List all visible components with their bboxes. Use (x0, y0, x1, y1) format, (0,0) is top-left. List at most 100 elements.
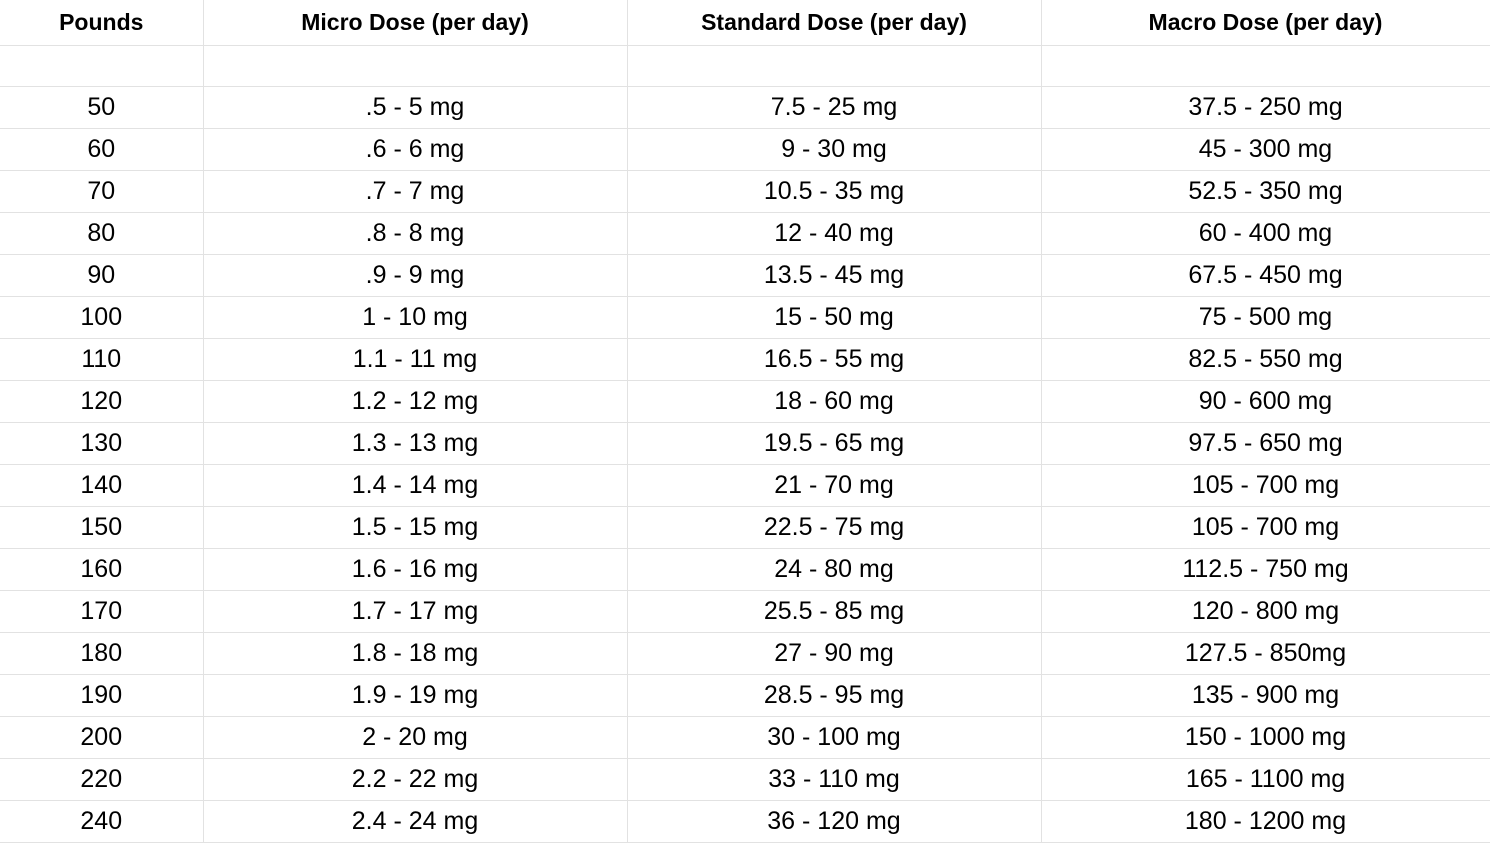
cell-macro-dose[interactable]: 120 - 800 mg (1041, 590, 1490, 633)
header-pounds[interactable]: Pounds (0, 0, 204, 46)
cell-pounds[interactable]: 90 (0, 254, 204, 297)
cell-macro-dose[interactable]: 37.5 - 250 mg (1041, 86, 1490, 129)
cell-macro-dose[interactable]: 97.5 - 650 mg (1041, 422, 1490, 465)
header-standard-dose[interactable]: Standard Dose (per day) (627, 0, 1042, 46)
header-micro-dose[interactable]: Micro Dose (per day) (203, 0, 628, 46)
header-row: Pounds Micro Dose (per day) Standard Dos… (0, 0, 1490, 46)
cell-macro-dose[interactable]: 180 - 1200 mg (1041, 800, 1490, 843)
table-row: 70.7 - 7 mg 10.5 - 35 mg 52.5 - 350 mg (0, 170, 1490, 213)
cell-macro-dose[interactable]: 112.5 - 750 mg (1041, 548, 1490, 591)
cell-pounds[interactable]: 220 (0, 758, 204, 801)
cell-pounds[interactable]: 140 (0, 464, 204, 507)
cell-macro-dose[interactable]: 82.5 - 550 mg (1041, 338, 1490, 381)
cell-micro-dose[interactable]: .5 - 5 mg (203, 86, 628, 129)
cell-micro-dose[interactable]: 1.9 - 19 mg (203, 674, 628, 717)
cell-micro-dose[interactable]: 1.1 - 11 mg (203, 338, 628, 381)
cell-pounds[interactable]: 110 (0, 338, 204, 381)
table-row: 100 1 - 10 mg 15 - 50 mg 75 - 500 mg (0, 296, 1490, 339)
table-row: 170 1.7 - 17 mg 25.5 - 85 mg 120 - 800 mg (0, 590, 1490, 633)
empty-cell[interactable] (627, 45, 1042, 87)
table-row: 120 1.2 - 12 mg 18 - 60 mg 90 - 600 mg (0, 380, 1490, 423)
cell-micro-dose[interactable]: 2.2 - 22 mg (203, 758, 628, 801)
table-row: 150 1.5 - 15 mg 22.5 - 75 mg 105 - 700 mg (0, 506, 1490, 549)
cell-micro-dose[interactable]: 1.4 - 14 mg (203, 464, 628, 507)
cell-pounds[interactable]: 130 (0, 422, 204, 465)
cell-micro-dose[interactable]: 1.3 - 13 mg (203, 422, 628, 465)
cell-macro-dose[interactable]: 150 - 1000 mg (1041, 716, 1490, 759)
cell-micro-dose[interactable]: 1.5 - 15 mg (203, 506, 628, 549)
cell-macro-dose[interactable]: 60 - 400 mg (1041, 212, 1490, 255)
cell-macro-dose[interactable]: 52.5 - 350 mg (1041, 170, 1490, 213)
cell-standard-dose[interactable]: 12 - 40 mg (627, 212, 1042, 255)
cell-pounds[interactable]: 100 (0, 296, 204, 339)
cell-standard-dose[interactable]: 22.5 - 75 mg (627, 506, 1042, 549)
cell-micro-dose[interactable]: 2.4 - 24 mg (203, 800, 628, 843)
cell-standard-dose[interactable]: 24 - 80 mg (627, 548, 1042, 591)
cell-pounds[interactable]: 50 (0, 86, 204, 129)
cell-pounds[interactable]: 240 (0, 800, 204, 843)
cell-standard-dose[interactable]: 30 - 100 mg (627, 716, 1042, 759)
cell-macro-dose[interactable]: 105 - 700 mg (1041, 464, 1490, 507)
table-row: 80.8 - 8 mg 12 - 40 mg 60 - 400 mg (0, 212, 1490, 255)
cell-standard-dose[interactable]: 36 - 120 mg (627, 800, 1042, 843)
empty-cell[interactable] (0, 45, 204, 87)
table-row: 220 2.2 - 22 mg 33 - 110 mg 165 - 1100 mg (0, 758, 1490, 801)
cell-micro-dose[interactable]: 1.2 - 12 mg (203, 380, 628, 423)
cell-standard-dose[interactable]: 13.5 - 45 mg (627, 254, 1042, 297)
header-macro-dose[interactable]: Macro Dose (per day) (1041, 0, 1490, 46)
cell-micro-dose[interactable]: 1.6 - 16 mg (203, 548, 628, 591)
cell-standard-dose[interactable]: 28.5 - 95 mg (627, 674, 1042, 717)
cell-standard-dose[interactable]: 21 - 70 mg (627, 464, 1042, 507)
cell-macro-dose[interactable]: 45 - 300 mg (1041, 128, 1490, 171)
table-row: 200 2 - 20 mg 30 - 100 mg 150 - 1000 mg (0, 716, 1490, 759)
cell-standard-dose[interactable]: 16.5 - 55 mg (627, 338, 1042, 381)
cell-pounds[interactable]: 190 (0, 674, 204, 717)
cell-pounds[interactable]: 180 (0, 632, 204, 675)
cell-pounds[interactable]: 80 (0, 212, 204, 255)
table-row: 130 1.3 - 13 mg 19.5 - 65 mg 97.5 - 650 mg (0, 422, 1490, 465)
table-row: 50.5 - 5 mg 7.5 - 25 mg 37.5 - 250 mg (0, 86, 1490, 129)
empty-cell[interactable] (1041, 45, 1490, 87)
cell-pounds[interactable]: 70 (0, 170, 204, 213)
empty-row (0, 45, 1490, 87)
table-row: 180 1.8 - 18 mg 27 - 90 mg 127.5 - 850mg (0, 632, 1490, 675)
empty-cell[interactable] (203, 45, 628, 87)
table-row: 240 2.4 - 24 mg 36 - 120 mg 180 - 1200 mg (0, 800, 1490, 843)
table-row: 140 1.4 - 14 mg 21 - 70 mg 105 - 700 mg (0, 464, 1490, 507)
cell-macro-dose[interactable]: 135 - 900 mg (1041, 674, 1490, 717)
cell-micro-dose[interactable]: .7 - 7 mg (203, 170, 628, 213)
table-row: 90.9 - 9 mg 13.5 - 45 mg 67.5 - 450 mg (0, 254, 1490, 297)
cell-micro-dose[interactable]: 1.7 - 17 mg (203, 590, 628, 633)
cell-macro-dose[interactable]: 105 - 700 mg (1041, 506, 1490, 549)
cell-macro-dose[interactable]: 90 - 600 mg (1041, 380, 1490, 423)
cell-standard-dose[interactable]: 25.5 - 85 mg (627, 590, 1042, 633)
cell-pounds[interactable]: 120 (0, 380, 204, 423)
cell-macro-dose[interactable]: 67.5 - 450 mg (1041, 254, 1490, 297)
cell-macro-dose[interactable]: 127.5 - 850mg (1041, 632, 1490, 675)
table-row: 110 1.1 - 11 mg 16.5 - 55 mg 82.5 - 550 mg (0, 338, 1490, 381)
cell-macro-dose[interactable]: 165 - 1100 mg (1041, 758, 1490, 801)
cell-pounds[interactable]: 60 (0, 128, 204, 171)
table-row: 160 1.6 - 16 mg 24 - 80 mg 112.5 - 750 mg (0, 548, 1490, 591)
cell-standard-dose[interactable]: 15 - 50 mg (627, 296, 1042, 339)
cell-standard-dose[interactable]: 33 - 110 mg (627, 758, 1042, 801)
cell-pounds[interactable]: 160 (0, 548, 204, 591)
cell-pounds[interactable]: 150 (0, 506, 204, 549)
cell-micro-dose[interactable]: 1 - 10 mg (203, 296, 628, 339)
cell-standard-dose[interactable]: 10.5 - 35 mg (627, 170, 1042, 213)
cell-micro-dose[interactable]: .6 - 6 mg (203, 128, 628, 171)
cell-standard-dose[interactable]: 19.5 - 65 mg (627, 422, 1042, 465)
cell-standard-dose[interactable]: 27 - 90 mg (627, 632, 1042, 675)
cell-micro-dose[interactable]: .9 - 9 mg (203, 254, 628, 297)
cell-macro-dose[interactable]: 75 - 500 mg (1041, 296, 1490, 339)
table-row: 60.6 - 6 mg 9 - 30 mg 45 - 300 mg (0, 128, 1490, 171)
cell-pounds[interactable]: 170 (0, 590, 204, 633)
cell-micro-dose[interactable]: .8 - 8 mg (203, 212, 628, 255)
cell-standard-dose[interactable]: 18 - 60 mg (627, 380, 1042, 423)
cell-pounds[interactable]: 200 (0, 716, 204, 759)
cell-micro-dose[interactable]: 2 - 20 mg (203, 716, 628, 759)
cell-micro-dose[interactable]: 1.8 - 18 mg (203, 632, 628, 675)
cell-standard-dose[interactable]: 9 - 30 mg (627, 128, 1042, 171)
cell-standard-dose[interactable]: 7.5 - 25 mg (627, 86, 1042, 129)
